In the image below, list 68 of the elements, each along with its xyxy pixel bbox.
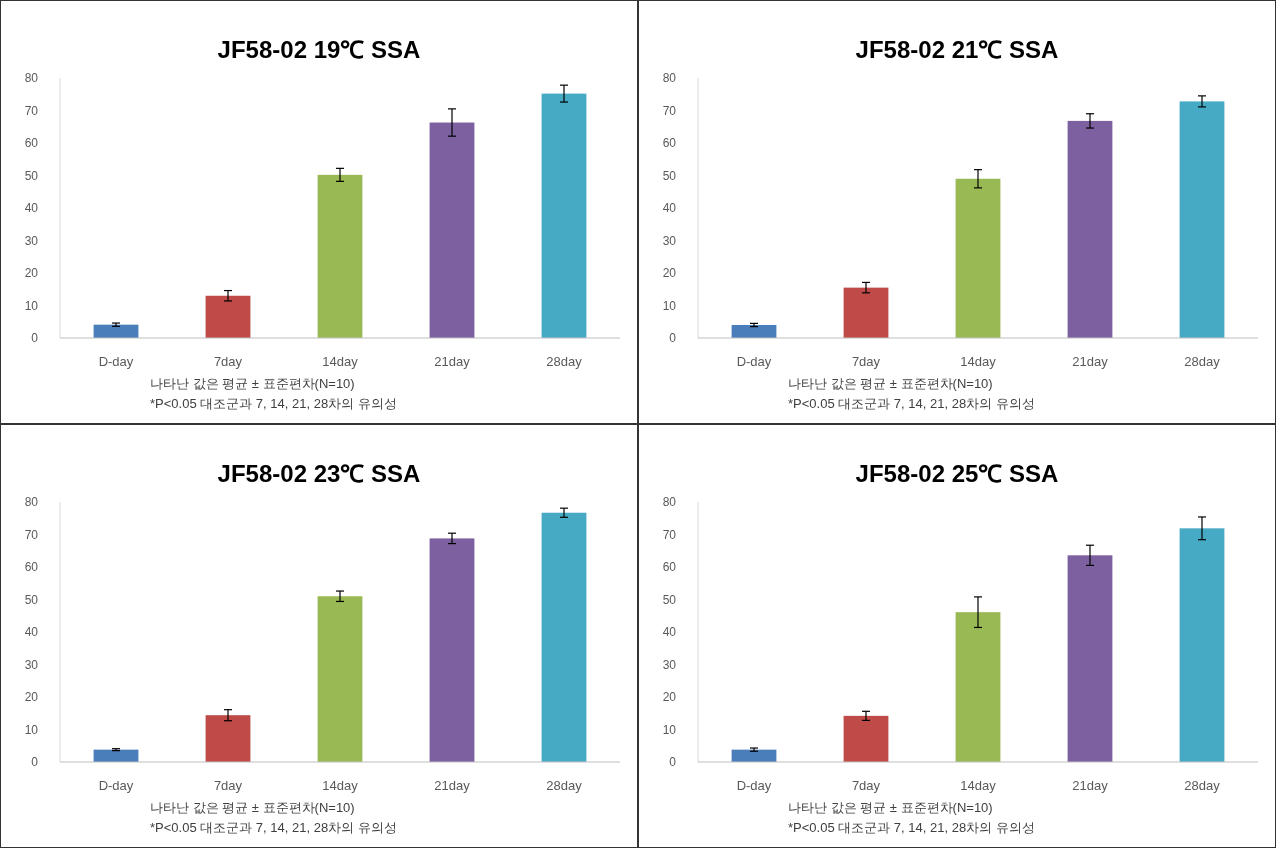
y-tick-label: 20 <box>662 690 677 704</box>
x-tick-label: 7day <box>213 354 243 369</box>
y-tick-label: 0 <box>31 755 39 769</box>
x-tick-label: 14day <box>322 354 359 369</box>
y-tick-label: 0 <box>669 755 677 769</box>
x-tick-label: 14day <box>322 778 359 793</box>
x-tick-label: 28day <box>546 354 583 369</box>
x-tick-label: 7day <box>851 778 881 793</box>
y-tick-label: 20 <box>662 266 677 280</box>
y-tick-label: 30 <box>24 657 39 672</box>
x-tick-label: D-day <box>736 354 772 369</box>
x-tick-label: 21day <box>1072 778 1109 793</box>
x-tick-label: 14day <box>960 778 997 793</box>
chart-title: JF58-02 21℃ SSA <box>855 36 1059 63</box>
y-tick-label: 30 <box>24 233 39 248</box>
y-tick-label: 70 <box>24 527 39 542</box>
y-tick-label: 20 <box>24 266 39 280</box>
x-tick-label: 14day <box>960 354 997 369</box>
y-tick-label: 10 <box>24 298 39 313</box>
x-tick-label: D-day <box>98 778 134 793</box>
y-tick-label: 20 <box>24 690 39 704</box>
x-tick-label: 28day <box>1184 354 1221 369</box>
text: 나타난 값은 평균 ± 표준편차(N=10) <box>788 376 993 391</box>
x-tick-label: 21day <box>434 778 471 793</box>
y-tick-label: 60 <box>24 136 39 150</box>
y-tick-label: 80 <box>24 71 39 85</box>
x-tick-label: 21day <box>434 354 471 369</box>
y-tick-label: 10 <box>662 722 677 737</box>
y-tick-label: 70 <box>662 103 677 118</box>
y-tick-label: 30 <box>662 233 677 248</box>
text: *P<0.05 대조군과 7, 14, 21, 28차의 유의성 <box>150 820 397 835</box>
y-tick-label: 40 <box>24 201 39 215</box>
y-tick-label: 40 <box>662 201 677 215</box>
y-tick-label: 50 <box>24 168 39 183</box>
y-tick-label: 0 <box>31 331 39 345</box>
y-tick-label: 40 <box>24 625 39 639</box>
y-tick-label: 50 <box>662 168 677 183</box>
text: *P<0.05 대조군과 7, 14, 21, 28차의 유의성 <box>788 396 1035 411</box>
y-tick-label: 60 <box>24 560 39 574</box>
x-tick-label: 7day <box>851 354 881 369</box>
y-tick-label: 10 <box>24 722 39 737</box>
x-tick-label: 21day <box>1072 354 1109 369</box>
y-tick-label: 60 <box>662 560 677 574</box>
chart-title: JF58-02 23℃ SSA <box>217 460 421 487</box>
y-tick-label: 80 <box>662 495 677 509</box>
y-tick-label: 70 <box>24 103 39 118</box>
chart-title: JF58-02 25℃ SSA <box>855 460 1059 487</box>
chart-title: JF58-02 19℃ SSA <box>217 36 421 63</box>
y-tick-label: 70 <box>662 527 677 542</box>
text: 나타난 값은 평균 ± 표준편차(N=10) <box>150 376 355 391</box>
x-tick-label: D-day <box>98 354 134 369</box>
text: *P<0.05 대조군과 7, 14, 21, 28차의 유의성 <box>788 820 1035 835</box>
x-tick-label: D-day <box>736 778 772 793</box>
y-tick-label: 40 <box>662 625 677 639</box>
y-tick-label: 10 <box>662 298 677 313</box>
x-tick-label: 28day <box>546 778 583 793</box>
y-tick-label: 60 <box>662 136 677 150</box>
y-tick-label: 30 <box>662 657 677 672</box>
x-tick-label: 28day <box>1184 778 1221 793</box>
y-tick-label: 0 <box>669 331 677 345</box>
text: 나타난 값은 평균 ± 표준편차(N=10) <box>150 800 355 815</box>
y-tick-label: 80 <box>662 71 677 85</box>
text: *P<0.05 대조군과 7, 14, 21, 28차의 유의성 <box>150 396 397 411</box>
x-tick-label: 7day <box>213 778 243 793</box>
y-tick-label: 50 <box>662 592 677 607</box>
y-tick-label: 80 <box>24 495 39 509</box>
y-tick-label: 50 <box>24 592 39 607</box>
text: 나타난 값은 평균 ± 표준편차(N=10) <box>788 800 993 815</box>
